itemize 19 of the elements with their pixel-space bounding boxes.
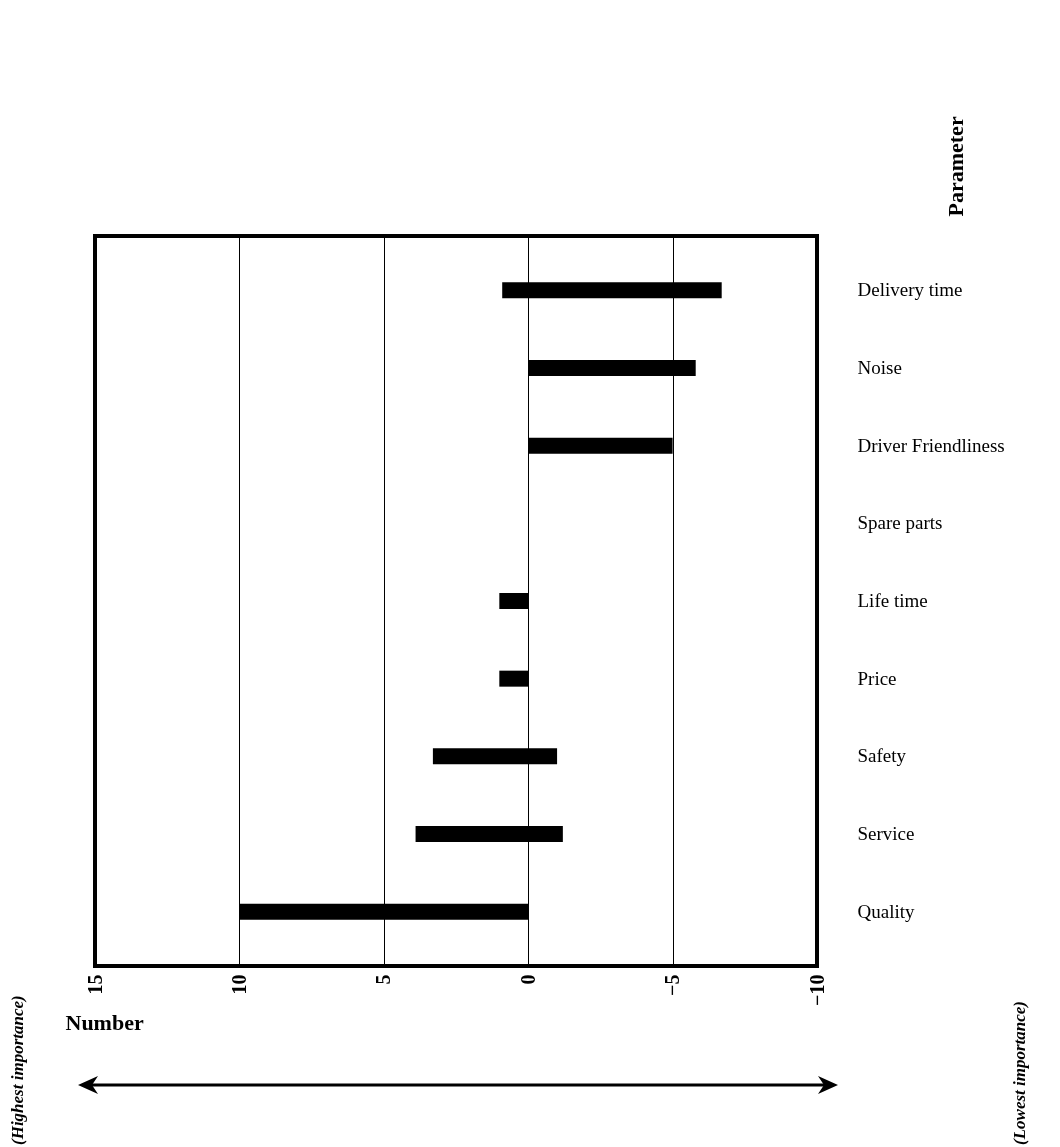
y-tick-label: Delivery time (857, 279, 963, 301)
y-tick-label: Price (857, 667, 897, 689)
text: (Lowest importance) (1010, 1000, 1029, 1145)
y-tick-label: Quality (857, 900, 915, 922)
x-tick-label: −5 (661, 974, 684, 996)
y-tick-label: Driver Friendliness (857, 434, 1005, 456)
x-tick-label: 5 (372, 974, 395, 985)
y-tick-label: Noise (857, 357, 902, 379)
y-axis-title: Parameter (942, 116, 968, 217)
x-tick-label: 0 (516, 974, 539, 985)
x-tick-label: −10 (805, 974, 828, 1006)
text: (Highest importance) (8, 995, 27, 1145)
x-tick-label: 10 (227, 974, 250, 995)
x-tick-label: 15 (83, 974, 106, 995)
y-tick-label: Life time (857, 590, 928, 611)
y-tick-label: Spare parts (857, 512, 943, 534)
y-tick-label: Service (857, 822, 915, 844)
x-axis-title: Number (65, 1009, 144, 1035)
y-tick-label: Safety (857, 745, 907, 767)
